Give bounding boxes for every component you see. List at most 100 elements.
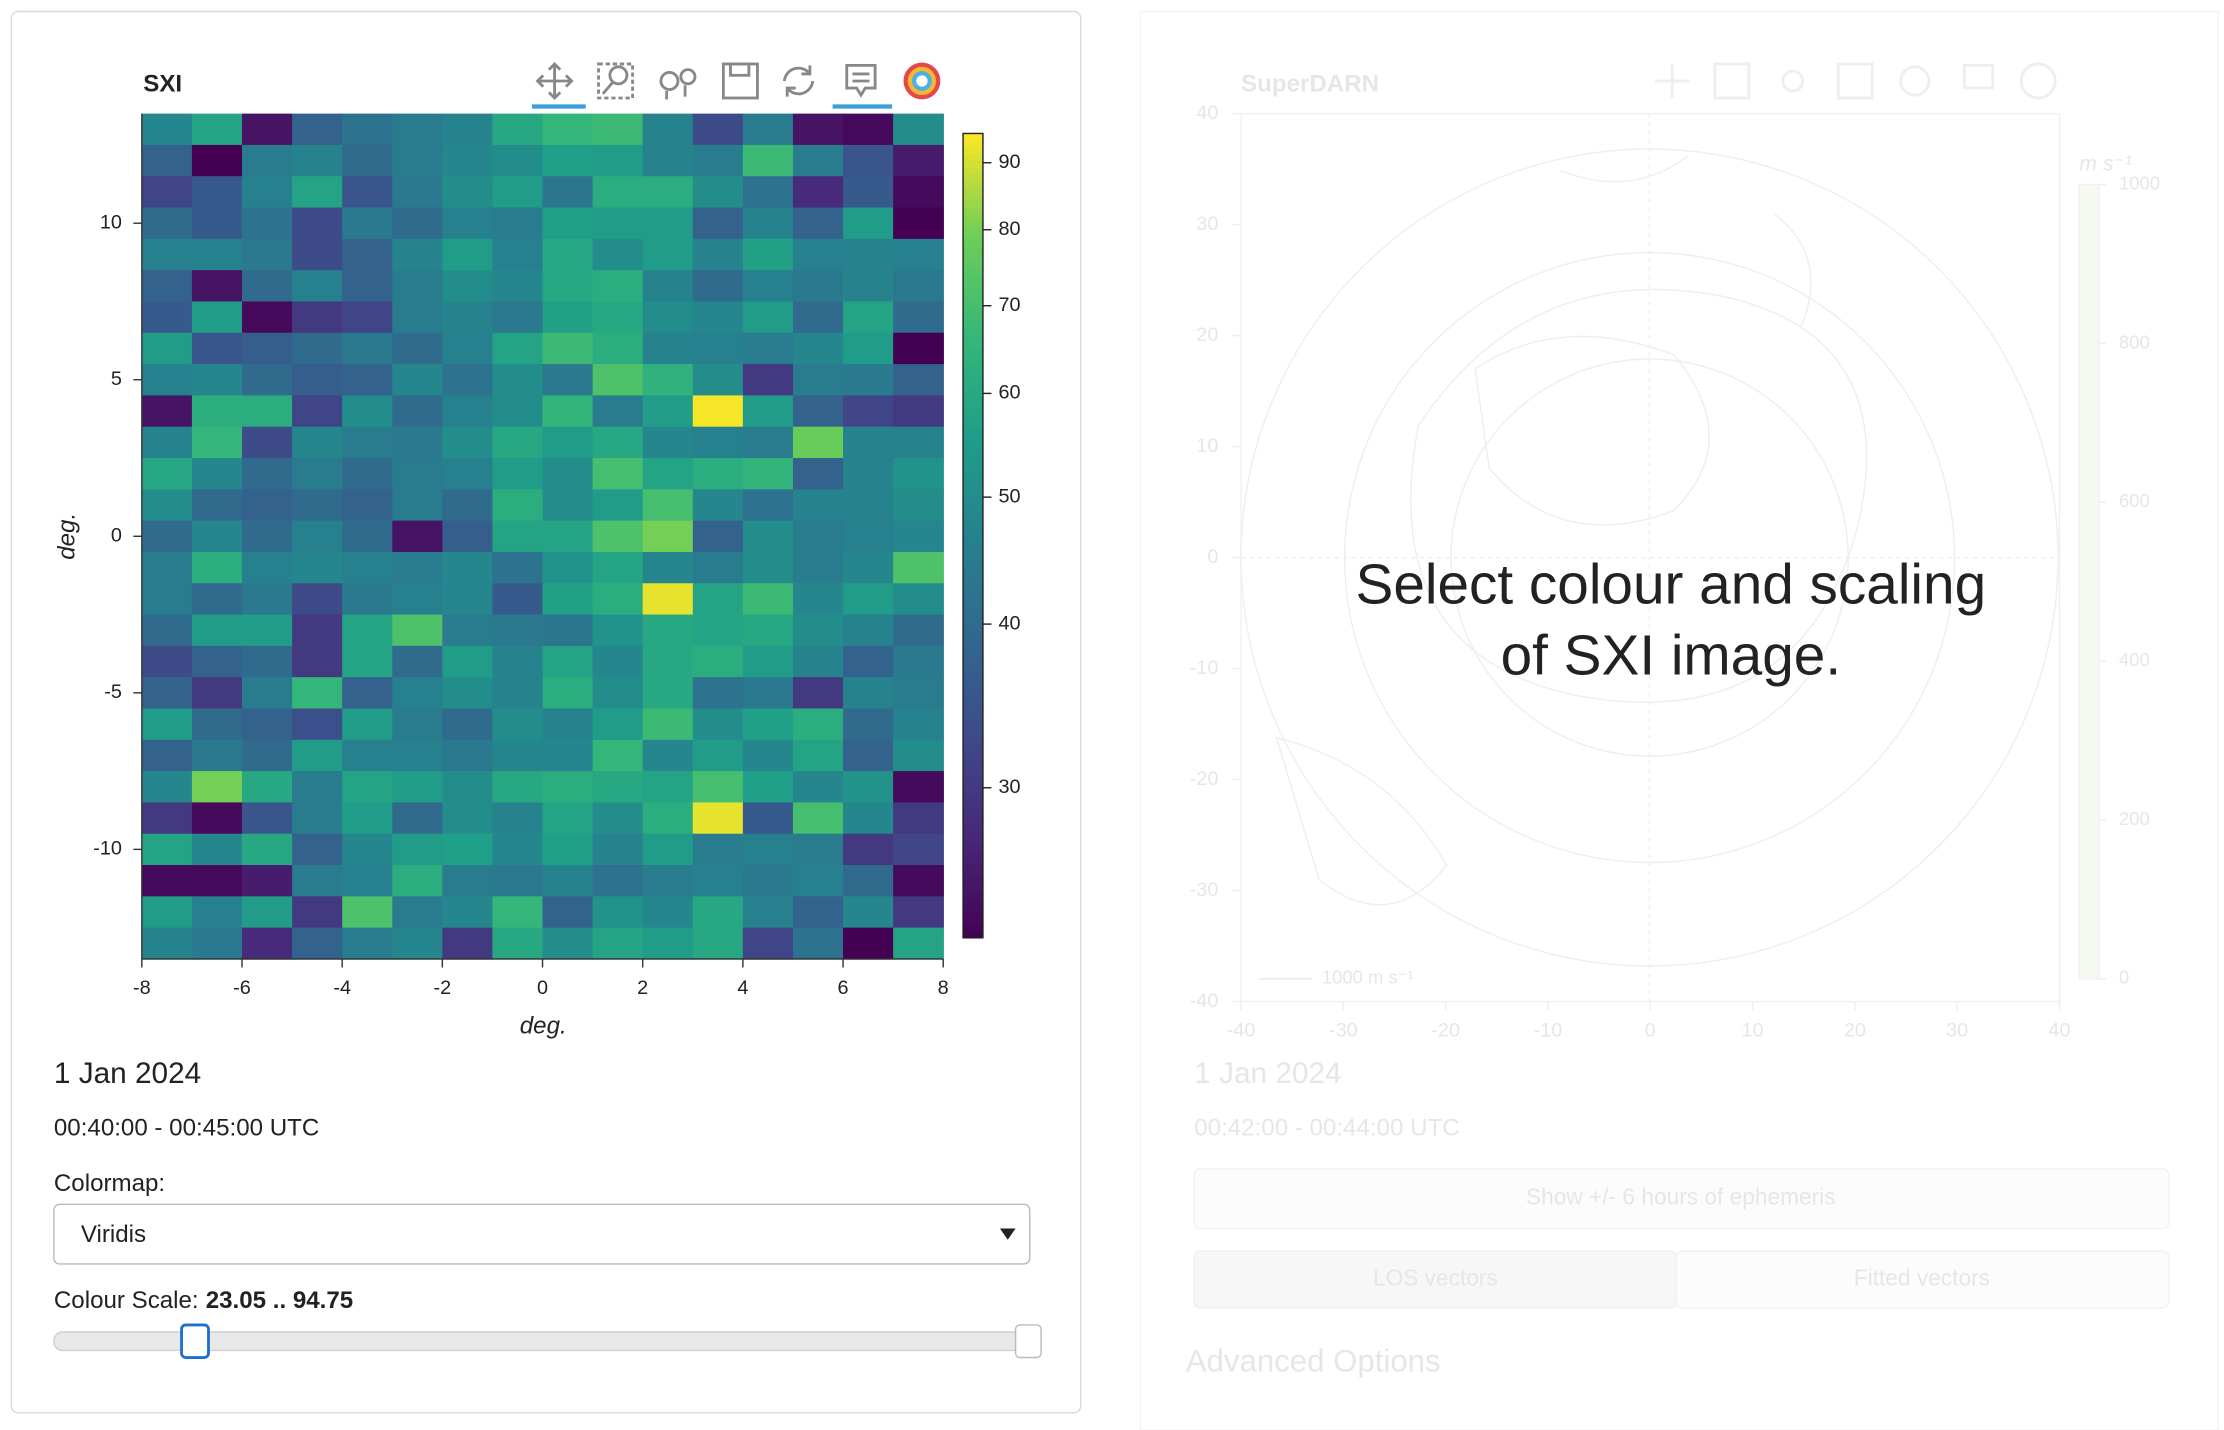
colorbar-segment	[963, 837, 983, 845]
pan-tool[interactable]	[535, 61, 574, 101]
colorbar-tick-label: 600	[2119, 490, 2150, 511]
save-tool[interactable]	[721, 62, 759, 100]
heatmap-cell	[242, 395, 293, 428]
heatmap-cell	[843, 270, 894, 303]
heatmap-cell	[392, 395, 444, 428]
heatmap-cell	[342, 583, 393, 616]
slider-handle-high[interactable]	[1014, 1324, 1042, 1359]
y-tick-label: -40	[1190, 990, 1219, 1012]
heatmap-cell	[342, 176, 393, 209]
heatmap-cell	[442, 583, 494, 616]
heatmap-cell	[492, 301, 544, 334]
heatmap-cell	[792, 865, 844, 898]
y-tick-label: 0	[111, 525, 122, 547]
y-tick-label: 20	[1196, 324, 1218, 346]
heatmap-cell	[692, 833, 744, 866]
heatmap-cell	[392, 520, 444, 553]
heatmap-cell	[692, 614, 744, 647]
heatmap-cell	[642, 238, 694, 271]
heatmap-cell	[442, 426, 494, 459]
heatmap-cell	[893, 614, 944, 647]
los-label: LOS vectors	[1373, 1265, 1498, 1291]
heatmap-cell	[292, 489, 343, 522]
colorbar-segment	[963, 294, 983, 302]
heatmap-cell	[342, 833, 393, 866]
heatmap-cell	[392, 332, 444, 365]
colorbar-segment	[963, 548, 983, 557]
colorbar-segment	[963, 481, 983, 490]
heatmap-cell	[292, 865, 343, 898]
heatmap-cell	[692, 708, 744, 741]
heatmap-cell	[843, 708, 894, 741]
heatmap-cell	[542, 113, 594, 146]
heatmap-cell	[342, 144, 393, 177]
reset-tool[interactable]	[782, 65, 815, 97]
colorbar-segment	[963, 254, 983, 262]
heatmap-cell	[792, 833, 844, 866]
hover-tool[interactable]	[845, 63, 877, 98]
heatmap-cell	[742, 614, 794, 647]
colorbar-segment	[963, 448, 983, 457]
range-slider[interactable]	[53, 1323, 1042, 1359]
fitted-button[interactable]	[1675, 1250, 2170, 1309]
slider-handle-low[interactable]	[180, 1323, 210, 1359]
heatmap-cell	[392, 896, 444, 929]
heatmap-cell	[542, 708, 594, 741]
overlay-message: Select colour and scaling	[1356, 554, 1987, 617]
heatmap-cell	[442, 207, 494, 240]
colorbar-segment	[963, 173, 983, 182]
heatmap-cell	[843, 583, 894, 616]
heatmap-cell	[492, 207, 544, 240]
heatmap-cell	[191, 583, 243, 616]
heatmap-cell	[242, 896, 293, 929]
heatmap-cell	[242, 927, 293, 960]
colorbar-tick-label: 30	[999, 776, 1021, 798]
heatmap-cell	[442, 865, 494, 898]
button-box[interactable]	[1193, 1168, 2170, 1230]
y-tick-label: -20	[1190, 768, 1219, 790]
ephemeris-button[interactable]: Show +/- 6 hours of ephemeris	[1193, 1168, 2170, 1230]
colorbar-segment	[963, 863, 983, 872]
heatmap-cell	[342, 238, 393, 271]
heatmap-cell	[592, 708, 644, 741]
heatmap-cell	[592, 927, 644, 960]
colormap-select[interactable]: Viridis	[53, 1203, 1031, 1265]
heatmap-cell	[893, 739, 944, 772]
bokeh-logo[interactable]	[903, 62, 941, 100]
select-box[interactable]	[53, 1203, 1031, 1265]
heatmap-cell	[792, 207, 844, 240]
heatmap-cell	[141, 645, 193, 678]
colorbar-segment	[963, 783, 983, 792]
colorbar-segment	[963, 729, 983, 738]
heatmap-cell	[392, 458, 444, 491]
vector-toggle[interactable]: LOS vectors Fitted vectors	[1193, 1250, 2170, 1309]
heatmap-cell	[392, 113, 444, 146]
heatmap-cell	[843, 176, 894, 209]
wheel-zoom-tool[interactable]	[659, 68, 697, 100]
heatmap-cell	[692, 458, 744, 491]
chart-title: SXI	[143, 71, 182, 98]
advanced-options[interactable]: Advanced Options	[1186, 1343, 1441, 1378]
heatmap-cell	[692, 677, 744, 710]
box-zoom-tool[interactable]	[597, 62, 635, 100]
heatmap-cell	[592, 614, 644, 647]
heatmap-cell	[191, 771, 243, 804]
heatmap-cell	[191, 677, 243, 710]
heatmap-cell	[292, 771, 343, 804]
heatmap-cell	[242, 238, 293, 271]
colorbar-segment	[963, 910, 983, 919]
heatmap-cell	[292, 896, 343, 929]
colorbar-segment	[963, 924, 983, 932]
heatmap-cell	[141, 708, 193, 741]
superdarn-axes: -40 -30 -20 -10 0 10 20 30 40 -40 -30 -20 -10 0 10 20 30…	[1190, 102, 2160, 1042]
heatmap-cell	[191, 364, 243, 397]
heatmap-cell	[542, 614, 594, 647]
map-outline	[1240, 113, 2060, 1002]
colorbar-segment	[963, 575, 983, 584]
y-tick-label: 30	[1196, 213, 1218, 235]
heatmap-cell	[191, 520, 243, 553]
heatmap-cell	[292, 301, 343, 334]
heatmap-cell	[191, 865, 243, 898]
heatmap-cell	[642, 332, 694, 365]
heatmap-cell	[191, 458, 243, 491]
